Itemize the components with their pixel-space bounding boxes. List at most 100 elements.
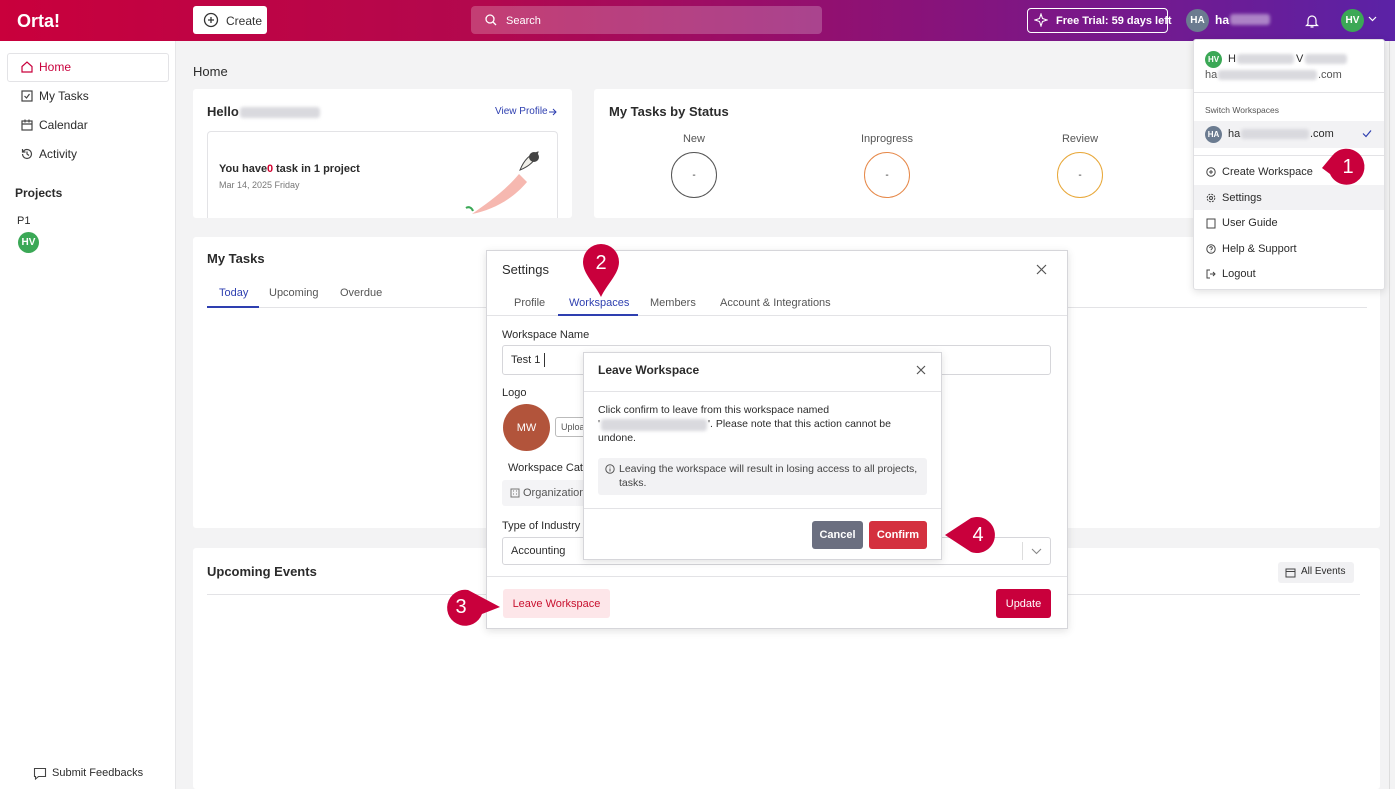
tab-underline bbox=[558, 314, 638, 316]
status-circle: - bbox=[864, 152, 910, 198]
activity-icon bbox=[21, 148, 33, 160]
workspace-avatar: HA bbox=[1205, 126, 1222, 143]
menu-line bbox=[1194, 92, 1384, 93]
help-icon bbox=[1206, 244, 1216, 254]
leave-button[interactable] bbox=[503, 589, 610, 618]
workspace-name: ha bbox=[1228, 128, 1241, 140]
dialog-line bbox=[584, 391, 941, 392]
tab[interactable]: Upcoming bbox=[269, 287, 319, 299]
book-icon bbox=[1206, 218, 1216, 229]
update-button[interactable] bbox=[996, 589, 1051, 618]
settings-tab[interactable]: Members bbox=[650, 297, 696, 309]
search-bar[interactable] bbox=[471, 6, 822, 34]
account-name: ha bbox=[1215, 13, 1230, 27]
events-title: Upcoming Events bbox=[207, 564, 317, 579]
workspace-name-value: Test 1 bbox=[511, 354, 541, 366]
gear-icon bbox=[1206, 193, 1216, 203]
redacted bbox=[240, 107, 320, 118]
cancel-button[interactable] bbox=[812, 521, 863, 549]
marker bbox=[447, 589, 500, 626]
menu-item[interactable]: Create Workspace bbox=[1222, 166, 1313, 178]
bell-icon[interactable] bbox=[1305, 13, 1319, 29]
nav-item[interactable]: Home bbox=[39, 60, 72, 74]
create-button[interactable] bbox=[193, 6, 267, 34]
dialog-message: '. Please note that this action cannot b… bbox=[708, 418, 891, 430]
category-value: Organization bbox=[523, 487, 586, 499]
leave-label: Leave Workspace bbox=[512, 598, 601, 610]
tab[interactable]: Today bbox=[219, 287, 249, 299]
chevron-icon bbox=[1031, 548, 1042, 555]
field-label: Workspace Cate bbox=[508, 462, 590, 474]
arrow-icon bbox=[549, 108, 557, 116]
redacted bbox=[1237, 54, 1294, 64]
field-label: Type of Industry bbox=[502, 520, 581, 532]
redacted bbox=[1218, 70, 1317, 80]
status-label: New bbox=[682, 133, 705, 145]
feedback-link[interactable]: Submit Feedbacks bbox=[52, 767, 144, 779]
marker-number: 2 bbox=[595, 252, 607, 274]
scrollbar bbox=[1389, 41, 1395, 789]
summary-text: You have bbox=[219, 163, 268, 175]
feedback-icon bbox=[33, 767, 47, 780]
redacted bbox=[1241, 129, 1309, 139]
create-label: Create bbox=[226, 14, 263, 28]
close-icon[interactable] bbox=[916, 365, 926, 375]
menu-item[interactable]: Help & Support bbox=[1222, 243, 1297, 255]
user-avatar[interactable]: HV bbox=[1341, 9, 1364, 32]
info-text: tasks. bbox=[619, 477, 647, 489]
view-profile[interactable]: View Profile bbox=[495, 106, 548, 117]
menu-item[interactable]: User Guide bbox=[1222, 217, 1278, 229]
menu-hover bbox=[1194, 185, 1384, 210]
redacted bbox=[1230, 14, 1270, 25]
dialog-title: Leave Workspace bbox=[598, 363, 700, 377]
all-events-button[interactable] bbox=[1278, 562, 1354, 583]
building-icon bbox=[510, 488, 520, 498]
tab[interactable]: Overdue bbox=[340, 287, 383, 299]
status-label: Inprogress bbox=[861, 133, 913, 145]
home-icon bbox=[21, 61, 33, 73]
nav-item[interactable]: Activity bbox=[39, 147, 78, 161]
dialog-line bbox=[584, 508, 941, 509]
close-icon[interactable] bbox=[1036, 264, 1047, 275]
nav-active bbox=[7, 53, 169, 82]
calendar-icon bbox=[21, 119, 33, 131]
marker-number: 3 bbox=[455, 596, 467, 618]
menu-item[interactable]: Logout bbox=[1222, 268, 1256, 280]
settings-tab[interactable]: Profile bbox=[514, 297, 546, 309]
check-icon bbox=[1362, 130, 1372, 138]
info-box bbox=[598, 458, 927, 495]
page-heading: Home bbox=[193, 64, 228, 79]
info-text: Leaving the workspace will result in los… bbox=[619, 463, 918, 475]
status-label: Review bbox=[1061, 133, 1099, 145]
confirm-button[interactable] bbox=[869, 521, 927, 549]
menu-item[interactable]: Settings bbox=[1222, 192, 1262, 204]
marker-number: 4 bbox=[972, 524, 984, 546]
summary-count: 0 bbox=[267, 163, 274, 175]
status-circle: - bbox=[1057, 152, 1103, 198]
category-chip[interactable] bbox=[502, 480, 592, 506]
status-circle: - bbox=[671, 152, 717, 198]
info-icon bbox=[605, 464, 615, 474]
project-name[interactable]: P1 bbox=[17, 215, 31, 227]
rocket-illustration bbox=[465, 151, 539, 214]
update-label: Update bbox=[1005, 598, 1042, 610]
calendar-icon bbox=[1285, 568, 1296, 578]
dialog-message: Click confirm to leave from this workspa… bbox=[598, 404, 830, 416]
sidebar bbox=[0, 41, 176, 789]
footer-line bbox=[487, 576, 1067, 577]
nav-item[interactable]: Calendar bbox=[39, 118, 88, 132]
account-avatar[interactable]: HA bbox=[1186, 9, 1209, 32]
logo[interactable]: Orta! bbox=[17, 11, 61, 31]
settings-tab[interactable]: Workspaces bbox=[569, 297, 630, 309]
switch-heading: Switch Workspaces bbox=[1205, 105, 1280, 115]
settings-tab[interactable]: Account & Integrations bbox=[720, 297, 831, 309]
redacted bbox=[1305, 54, 1347, 64]
cancel-label: Cancel bbox=[819, 529, 856, 541]
nav-item[interactable]: My Tasks bbox=[39, 89, 89, 103]
marker bbox=[1322, 148, 1365, 185]
plus-icon bbox=[1206, 167, 1216, 177]
all-events-label: All Events bbox=[1301, 566, 1346, 577]
dialog-message: undone. bbox=[598, 432, 636, 444]
trial-button[interactable] bbox=[1027, 8, 1168, 33]
